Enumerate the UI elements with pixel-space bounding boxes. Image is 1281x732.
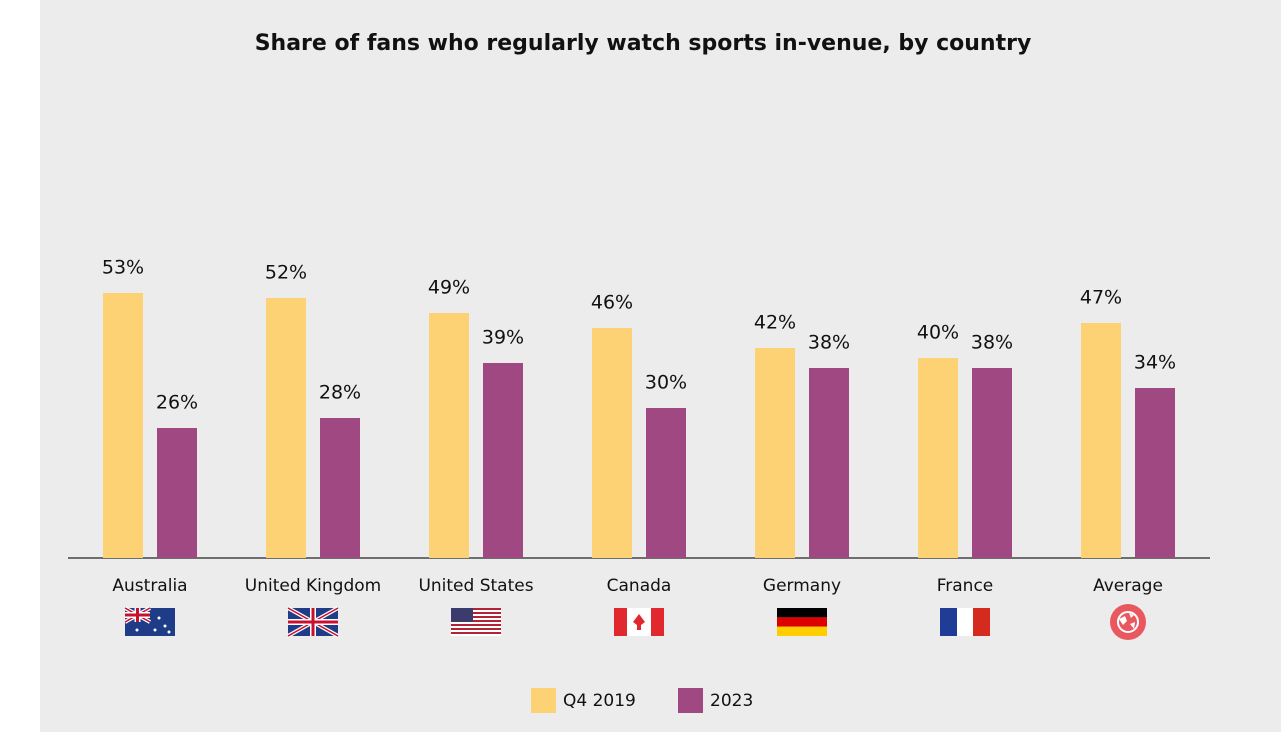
flag-part <box>451 628 501 630</box>
x-tick-label: United States <box>418 576 533 596</box>
flag-icon <box>124 606 175 636</box>
bar <box>157 428 197 558</box>
bar <box>483 363 523 558</box>
x-tick-label: Canada <box>607 576 672 596</box>
flag-part <box>451 608 473 622</box>
flag-icon <box>777 608 827 636</box>
flag-part <box>451 624 501 626</box>
bar <box>103 293 143 558</box>
x-tick-label: Germany <box>763 576 841 596</box>
flag-part <box>451 626 501 628</box>
value-label: 47% <box>1080 287 1122 309</box>
x-tick-label: Average <box>1093 576 1163 596</box>
flag-part <box>940 608 957 636</box>
flag-part <box>163 624 167 628</box>
value-label: 53% <box>102 257 144 279</box>
legend-label: 2023 <box>710 691 753 711</box>
legend-swatch <box>678 688 703 713</box>
bar <box>592 328 632 558</box>
flag-part <box>451 634 501 636</box>
flag-part <box>973 608 990 636</box>
flag-part <box>451 612 501 614</box>
value-label: 28% <box>319 382 361 404</box>
value-label: 42% <box>754 312 796 334</box>
flag-part <box>451 614 501 616</box>
bar <box>972 368 1012 558</box>
value-label: 38% <box>808 332 850 354</box>
flag-icon <box>940 608 990 636</box>
bar <box>320 418 360 558</box>
flag-part <box>135 628 139 632</box>
flag-part <box>1110 604 1146 640</box>
flag-part <box>614 608 627 636</box>
value-label: 38% <box>971 332 1013 354</box>
flag-icon <box>287 606 339 638</box>
flag-icon <box>614 608 664 636</box>
flag-part <box>167 630 171 634</box>
flag-part <box>957 608 973 636</box>
legend-label: Q4 2019 <box>563 691 636 711</box>
flag-part <box>451 608 501 610</box>
flag-part <box>777 617 827 627</box>
flag-icon <box>451 608 501 636</box>
flag-part <box>1117 611 1139 633</box>
legend-swatch <box>531 688 556 713</box>
flag-part <box>451 632 501 634</box>
x-tick-label: United Kingdom <box>245 576 381 596</box>
flag-part <box>451 616 501 618</box>
value-label: 34% <box>1134 352 1176 374</box>
bar <box>1081 323 1121 558</box>
flag-part <box>1119 613 1135 629</box>
flag-part <box>451 618 501 620</box>
flag-part <box>451 622 501 624</box>
bar <box>809 368 849 558</box>
x-tick-label: Australia <box>112 576 187 596</box>
value-label: 39% <box>482 327 524 349</box>
flag-part <box>153 628 157 632</box>
value-label: 30% <box>645 372 687 394</box>
flag-part <box>777 608 827 618</box>
chart-title: Share of fans who regularly watch sports… <box>255 31 1032 56</box>
flag-part <box>157 616 161 620</box>
value-label: 26% <box>156 392 198 414</box>
flag-part <box>451 610 501 612</box>
bar <box>429 313 469 558</box>
value-label: 46% <box>591 292 633 314</box>
bar <box>755 348 795 558</box>
value-label: 52% <box>265 262 307 284</box>
flag-icon <box>1110 604 1146 640</box>
flag-part <box>651 608 664 636</box>
flag-part <box>451 620 501 622</box>
bar <box>266 298 306 558</box>
x-tick-label: France <box>937 576 994 596</box>
bar <box>646 408 686 558</box>
bar <box>918 358 958 558</box>
value-label: 49% <box>428 277 470 299</box>
bar <box>1135 388 1175 558</box>
flag-part <box>451 630 501 632</box>
value-label: 40% <box>917 322 959 344</box>
flag-part <box>633 614 645 630</box>
flag-part <box>777 626 827 636</box>
